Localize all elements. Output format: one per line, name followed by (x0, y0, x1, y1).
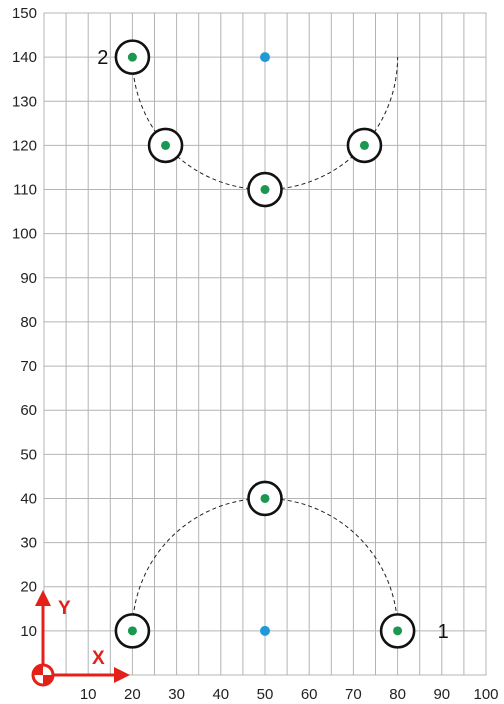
hole-arcs (131, 57, 399, 631)
point-labels: 12 (97, 47, 448, 643)
hole (114, 39, 151, 75)
origin-quadrant (33, 665, 43, 675)
arc-centers (260, 52, 270, 636)
hole-center-point (260, 185, 270, 195)
hole (114, 613, 151, 649)
x-axis-label: X (92, 648, 105, 669)
y-tick-label: 150 (12, 5, 37, 22)
y-tick-label: 40 (20, 490, 37, 507)
arc-center-point (260, 625, 270, 636)
y-tick-labels: 10 20 30 40 50 60 70 80 90 100 110 120 130 140 150 (12, 5, 37, 640)
y-tick-label: 60 (20, 402, 37, 419)
hole (147, 127, 184, 164)
point-label: 1 (438, 621, 449, 643)
origin-quadrant (43, 675, 53, 685)
y-axis-label: Y (58, 598, 71, 619)
y-tick-label: 10 (20, 623, 37, 640)
x-tick-label: 40 (212, 686, 229, 703)
y-tick-label: 70 (20, 358, 37, 375)
x-tick-label: 70 (345, 686, 362, 703)
x-tick-label: 20 (124, 686, 141, 703)
arc-path (131, 57, 399, 191)
y-tick-label: 50 (20, 446, 37, 463)
hole-center-point (260, 493, 270, 503)
y-tick-label: 90 (20, 270, 37, 287)
y-tick-label: 130 (12, 93, 37, 110)
arc-center-point (260, 52, 270, 63)
x-tick-label: 90 (433, 686, 450, 703)
y-axis-arrowhead (35, 590, 51, 606)
arc-path (131, 497, 399, 631)
x-axis-arrowhead (114, 667, 130, 683)
grid (43, 12, 487, 676)
holes (114, 39, 416, 649)
point-label: 2 (97, 47, 108, 69)
hole (247, 171, 283, 208)
x-tick-label: 60 (301, 686, 318, 703)
hole-center-point (393, 626, 403, 636)
x-tick-label: 100 (473, 686, 498, 703)
x-tick-label: 80 (389, 686, 406, 703)
x-tick-labels: 10 20 30 40 50 60 70 80 90 100 (80, 686, 499, 703)
coordinate-origin: Y X (31, 590, 130, 687)
hole-center-point (359, 140, 369, 150)
x-tick-label: 10 (80, 686, 97, 703)
y-tick-label: 20 (20, 579, 37, 596)
hole-center-point (161, 140, 171, 150)
y-tick-label: 30 (20, 535, 37, 552)
hole (379, 613, 416, 649)
hole-center-point (127, 52, 137, 62)
hole (247, 480, 283, 517)
hole-center-point (127, 626, 137, 636)
x-tick-label: 30 (168, 686, 185, 703)
y-tick-label: 120 (12, 137, 37, 154)
hole (346, 127, 383, 164)
y-tick-label: 100 (12, 226, 37, 243)
y-tick-label: 140 (12, 49, 37, 66)
x-tick-label: 50 (257, 686, 274, 703)
y-tick-label: 110 (13, 182, 37, 199)
y-tick-label: 80 (20, 314, 37, 331)
